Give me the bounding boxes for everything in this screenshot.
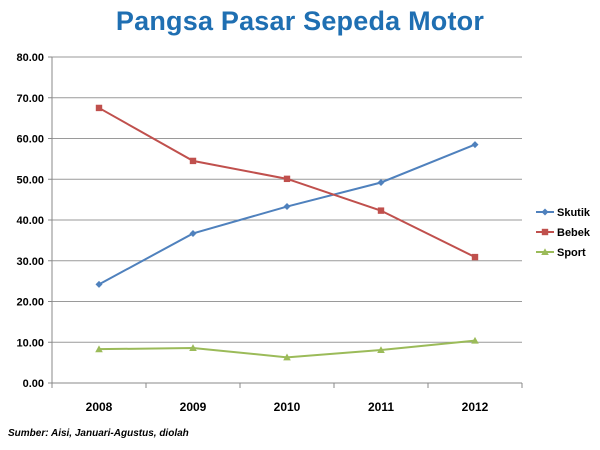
y-tick-label: 70.00 (16, 93, 44, 105)
y-tick-label: 20.00 (16, 297, 44, 309)
data-point-skutik (189, 229, 197, 237)
series-bebek (95, 104, 479, 261)
y-tick-label: 40.00 (16, 215, 44, 227)
x-tick-labels: 2008 2009 2010 2011 2012 (86, 400, 489, 414)
data-point-bebek (95, 104, 103, 112)
y-tick-label: 0.00 (23, 378, 44, 390)
source-note: Sumber: Aisi, Januari-Agustus, diolah (8, 428, 189, 439)
y-tick-label: 30.00 (16, 256, 44, 268)
legend-label-sport: Sport (557, 247, 586, 259)
data-point-skutik (283, 203, 291, 211)
series-line-skutik (98, 143, 476, 286)
x-tick-label: 2008 (86, 400, 113, 414)
data-point-sport (95, 345, 103, 353)
y-tick-label: 10.00 (16, 337, 44, 349)
data-point-bebek (283, 175, 291, 183)
y-tick-label: 60.00 (16, 134, 44, 146)
series-skutik (95, 141, 479, 288)
y-tick-labels: 0.00 10.00 20.00 30.00 40.00 50.00 60.00 70.00 8… (16, 52, 44, 390)
data-point-skutik (377, 179, 385, 187)
gridlines (52, 56, 522, 343)
data-point-skutik (95, 280, 103, 288)
series-lines (95, 104, 479, 361)
x-tick-label: 2010 (274, 400, 301, 414)
legend-label-skutik: Skutik (557, 207, 591, 219)
data-point-sport (377, 346, 385, 354)
axes (48, 56, 523, 388)
data-point-skutik (471, 141, 479, 149)
series-sport (95, 336, 479, 361)
y-tick-label: 80.00 (16, 52, 44, 64)
legend-item-skutik: Skutik (536, 207, 591, 219)
data-point-sport (471, 336, 479, 344)
data-point-sport (189, 344, 197, 351)
legend-item-bebek: Bebek (536, 227, 591, 239)
x-tick-label: 2009 (180, 400, 207, 414)
y-tick-label: 50.00 (16, 174, 44, 186)
legend-marker-sport (541, 248, 549, 256)
x-tick-label: 2012 (462, 400, 489, 414)
x-tick-label: 2011 (368, 400, 394, 414)
series-line-bebek (98, 107, 476, 258)
data-point-bebek (471, 253, 479, 261)
legend-item-sport: Sport (536, 247, 586, 259)
legend-marker-skutik (541, 208, 549, 216)
legend-marker-bebek (541, 228, 549, 236)
legend-label-bebek: Bebek (557, 227, 591, 239)
chart-title: Pangsa Pasar Sepeda Motor (115, 6, 485, 36)
data-point-sport (283, 353, 291, 361)
data-point-bebek (189, 157, 197, 165)
data-point-bebek (377, 207, 385, 214)
legend: Skutik Bebek Sport (536, 207, 591, 259)
